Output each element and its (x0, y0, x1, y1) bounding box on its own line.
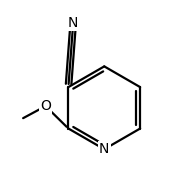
Text: N: N (68, 16, 78, 30)
Text: N: N (99, 142, 109, 156)
Text: O: O (40, 99, 51, 113)
